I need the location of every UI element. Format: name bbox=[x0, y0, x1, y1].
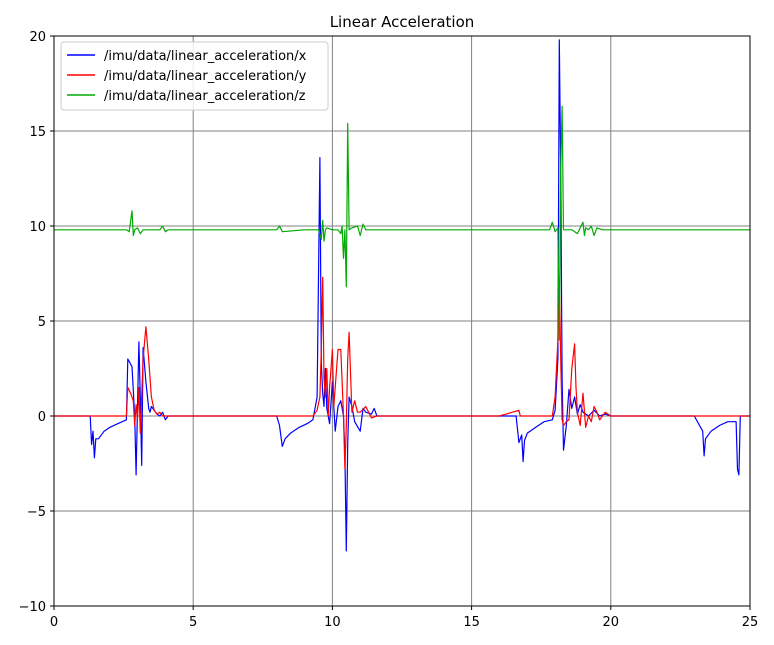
y-tick-label: 5 bbox=[38, 315, 46, 330]
y-tick-label: 0 bbox=[38, 410, 46, 425]
x-tick-label: 25 bbox=[742, 615, 759, 630]
y-tick-label: 20 bbox=[29, 30, 46, 45]
x-tick-label: 15 bbox=[463, 615, 480, 630]
y-tick-label: 10 bbox=[29, 220, 46, 235]
legend-label: /imu/data/linear_acceleration/z bbox=[104, 89, 306, 104]
chart-title: Linear Acceleration bbox=[330, 13, 475, 31]
axis-ticks: 0 5 10 15 20 25 −10 −5 0 5 10 15 20 bbox=[19, 30, 759, 630]
legend-label: /imu/data/linear_acceleration/x bbox=[104, 49, 307, 64]
legend: /imu/data/linear_acceleration/x/imu/data… bbox=[60, 41, 329, 111]
x-tick-label: 0 bbox=[50, 615, 58, 630]
x-tick-label: 5 bbox=[189, 615, 197, 630]
y-tick-label: 15 bbox=[29, 125, 46, 140]
x-tick-label: 10 bbox=[324, 615, 341, 630]
series-lines bbox=[54, 39, 750, 552]
x-tick-label: 20 bbox=[603, 615, 620, 630]
legend-box bbox=[60, 41, 329, 111]
legend-label: /imu/data/linear_acceleration/y bbox=[104, 69, 307, 84]
series-line-z bbox=[54, 105, 750, 341]
y-tick-label: −10 bbox=[19, 600, 46, 615]
series-line-y bbox=[54, 276, 750, 470]
y-tick-label: −5 bbox=[27, 505, 46, 520]
